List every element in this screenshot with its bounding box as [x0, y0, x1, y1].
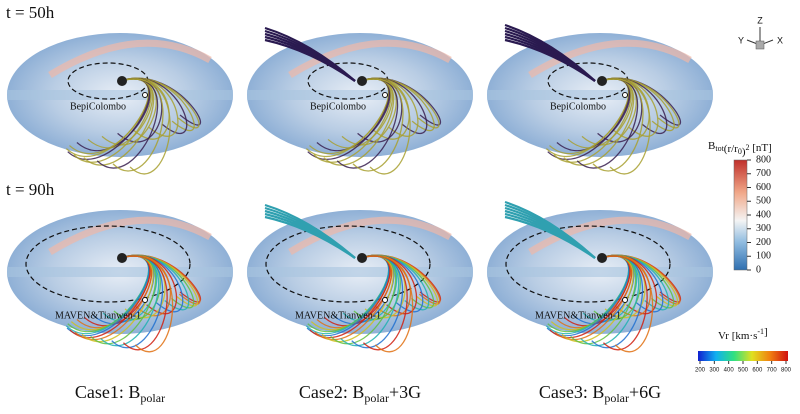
- axis-label: Z: [757, 15, 763, 25]
- case-label: Case1: Bpolar: [75, 382, 165, 405]
- spacecraft: [142, 92, 148, 98]
- tick-label: 0: [756, 264, 761, 275]
- case-suffix: +6G: [629, 382, 661, 402]
- title-part: tot: [715, 144, 724, 153]
- shock: [528, 39, 692, 78]
- title-part: -1: [757, 327, 764, 336]
- panel: BepiColombo: [247, 26, 473, 175]
- tick-label: 800: [756, 154, 771, 165]
- row-label: t = 50h: [6, 3, 55, 22]
- shock: [288, 216, 452, 255]
- tail-line: [504, 200, 596, 259]
- shock: [528, 216, 692, 255]
- panel: BepiColombo: [7, 33, 233, 175]
- tick-label: 300: [756, 223, 771, 234]
- planet: [597, 76, 607, 86]
- band: [247, 267, 473, 277]
- field-line: [599, 78, 651, 175]
- colorbar: [733, 159, 748, 271]
- tick-label: 700: [756, 168, 771, 179]
- shock: [48, 216, 212, 255]
- title-part: ]: [764, 326, 768, 338]
- case-sub: polar: [604, 391, 629, 405]
- shock: [48, 39, 212, 78]
- case-prefix: Case3: B: [539, 382, 605, 402]
- tick-label: 500: [738, 368, 749, 374]
- row-label: t = 90h: [6, 180, 55, 199]
- colorbar-title: Vr [km·s-1]: [718, 326, 768, 342]
- panel: MAVEN&Tianwen-1: [487, 200, 713, 353]
- orbit: [505, 225, 671, 303]
- orbit: [25, 225, 191, 303]
- spacecraft-label: MAVEN&Tianwen-1: [55, 310, 141, 321]
- band: [247, 90, 473, 100]
- case-label: Case3: Bpolar+6G: [539, 382, 661, 405]
- title-part: Vr [km·s: [718, 330, 757, 342]
- spacecraft: [142, 297, 148, 303]
- spacecraft: [382, 297, 388, 303]
- title-part: 0: [738, 147, 742, 156]
- spacecraft-label: BepiColombo: [70, 101, 126, 112]
- panel: MAVEN&Tianwen-1: [247, 203, 473, 353]
- title-part: ): [742, 146, 746, 158]
- orbit: [265, 225, 431, 303]
- spacecraft-label: BepiColombo: [550, 101, 606, 112]
- shock: [288, 39, 452, 78]
- tick-label: 100: [756, 251, 771, 262]
- case-prefix: Case1: B: [75, 382, 141, 402]
- band: [487, 90, 713, 100]
- tick-label: 500: [756, 196, 771, 207]
- field-line: [359, 255, 414, 353]
- panel: MAVEN&Tianwen-1: [7, 210, 233, 353]
- planet: [357, 76, 367, 86]
- tick-label: 400: [724, 368, 735, 374]
- field-line: [119, 78, 171, 175]
- tick-label: 600: [752, 368, 763, 374]
- planet: [117, 76, 127, 86]
- planet: [597, 253, 607, 263]
- title-part: 2: [746, 143, 750, 152]
- tail-line: [264, 26, 356, 82]
- case-label: Case2: Bpolar+3G: [299, 382, 421, 405]
- field-line: [119, 255, 174, 353]
- axis-label: Y: [738, 35, 744, 45]
- spacecraft-label: MAVEN&Tianwen-1: [535, 310, 621, 321]
- planet: [117, 253, 127, 263]
- band: [487, 267, 713, 277]
- band: [7, 267, 233, 277]
- case-suffix: +3G: [389, 382, 421, 402]
- tick-label: 400: [756, 209, 771, 220]
- tick-label: 700: [767, 368, 778, 374]
- colorbar: [698, 351, 788, 361]
- tail-line: [504, 23, 596, 82]
- title-part: [nT]: [750, 142, 772, 154]
- tick-label: 200: [756, 237, 771, 248]
- colorbar-title: Btot(r/r0)2 [nT]: [708, 140, 772, 158]
- spacecraft: [622, 297, 628, 303]
- case-sub: polar: [364, 391, 389, 405]
- tail-line: [264, 203, 356, 259]
- tick-label: 800: [781, 368, 792, 374]
- band: [7, 90, 233, 100]
- panel: BepiColombo: [487, 23, 713, 175]
- spacecraft-label: BepiColombo: [310, 101, 366, 112]
- spacecraft-label: MAVEN&Tianwen-1: [295, 310, 381, 321]
- tick-label: 200: [695, 368, 706, 374]
- spacecraft: [382, 92, 388, 98]
- case-prefix: Case2: B: [299, 382, 365, 402]
- field-line: [599, 255, 654, 353]
- tick-label: 600: [756, 182, 771, 193]
- field-line: [359, 78, 411, 175]
- title-part: (r/r: [724, 143, 738, 155]
- title-part: B: [708, 140, 715, 152]
- planet: [357, 253, 367, 263]
- axis-label: X: [777, 35, 783, 45]
- spacecraft: [622, 92, 628, 98]
- case-sub: polar: [140, 391, 165, 405]
- tick-label: 300: [709, 368, 720, 374]
- axes-triad: Z Y X: [738, 15, 783, 50]
